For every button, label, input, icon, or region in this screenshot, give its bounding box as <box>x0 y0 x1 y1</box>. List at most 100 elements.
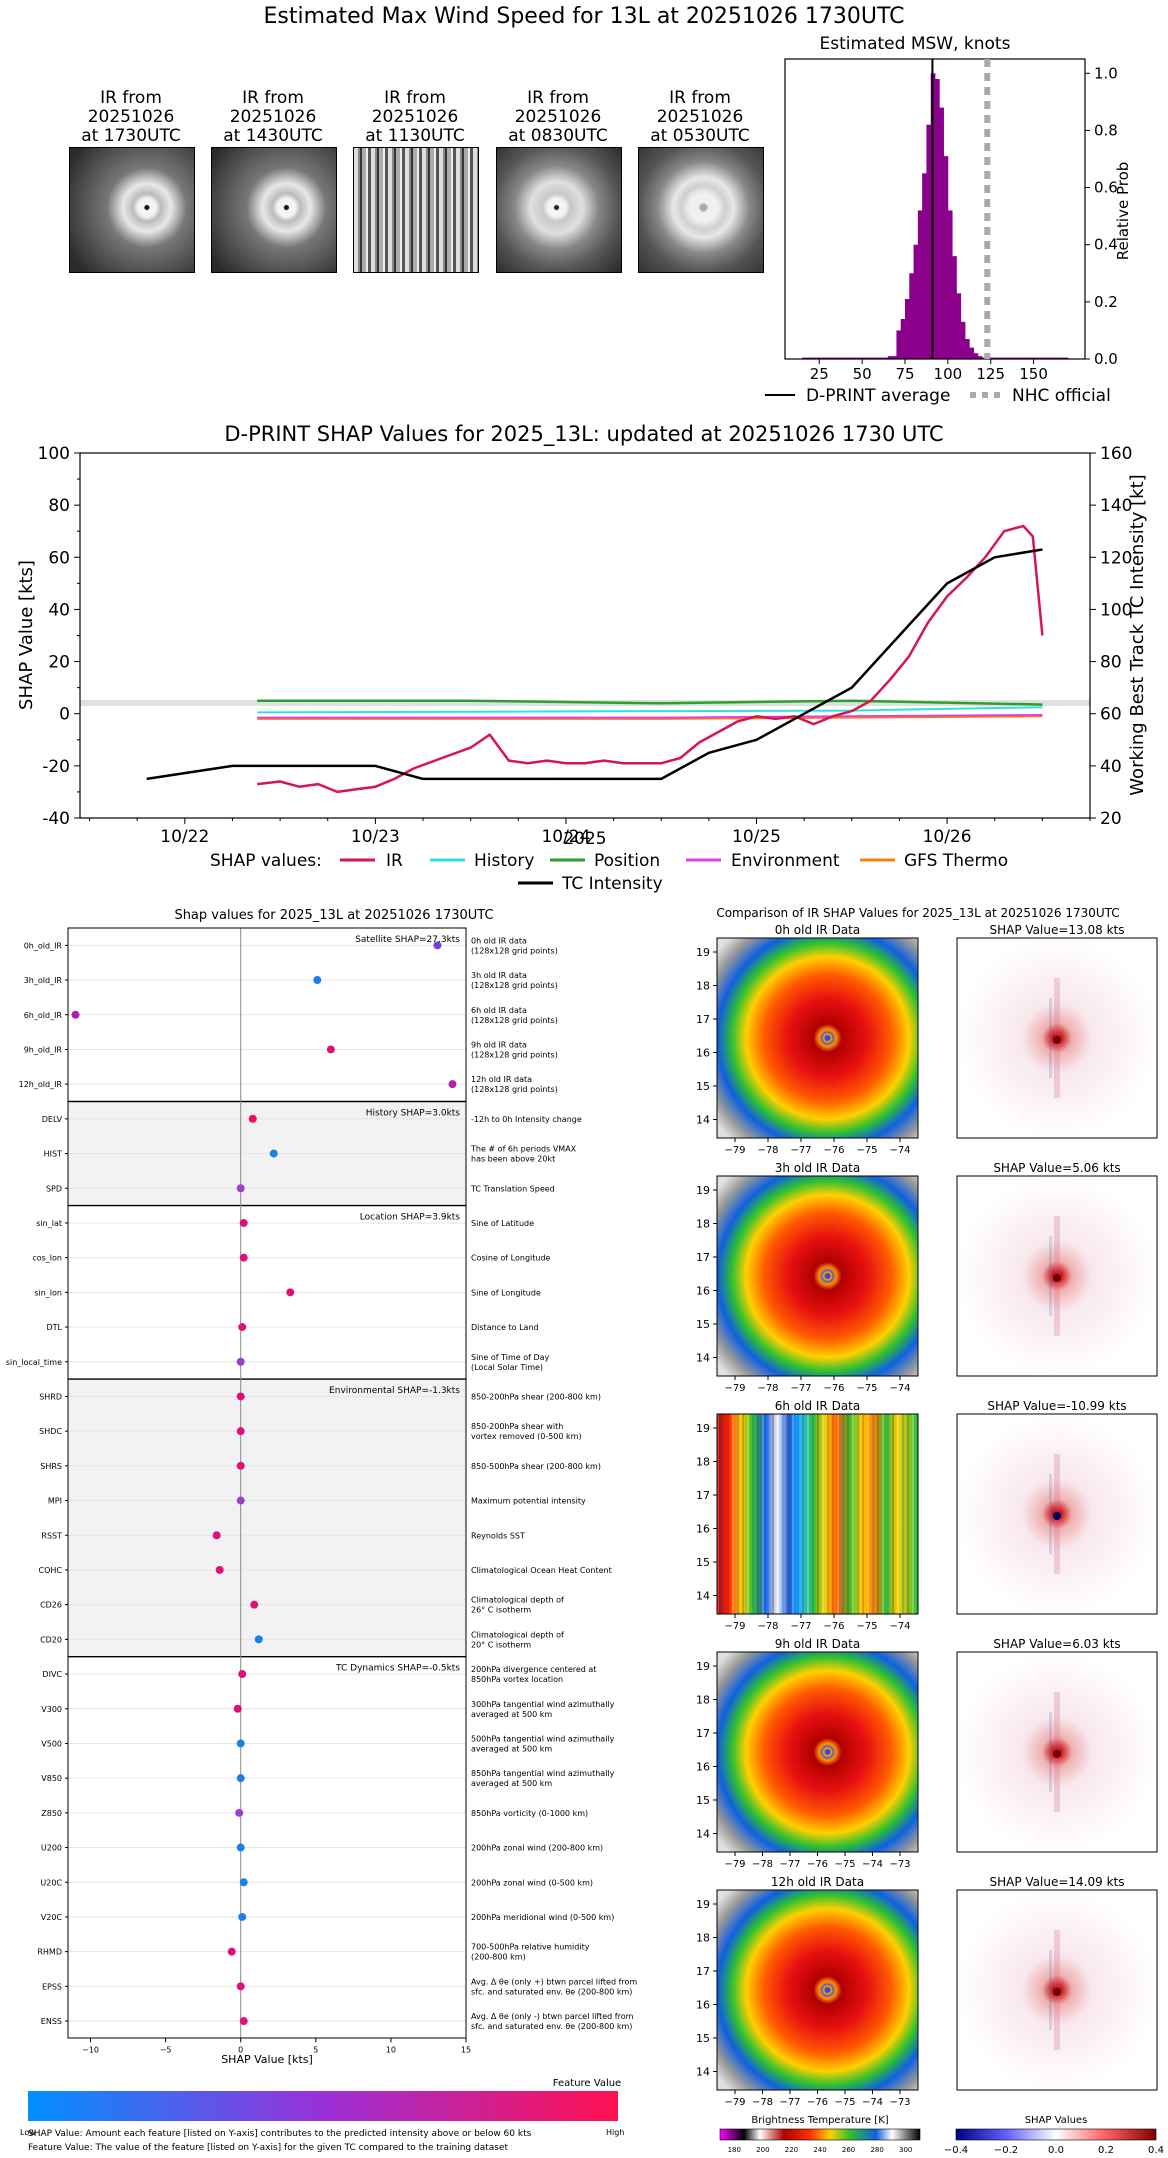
y2tick-label: 40 <box>1100 757 1122 777</box>
xtick-label: 10/23 <box>351 827 400 847</box>
timeseries-y2label: Working Best Track TC Intensity [kt] <box>1127 474 1148 795</box>
ir-xtick-label: −78 <box>752 1859 773 1870</box>
feature-label: COHC <box>39 1566 63 1575</box>
shap-center <box>1053 1512 1061 1520</box>
histogram-ylabel: Relative Prob <box>1114 162 1132 261</box>
feature-description: averaged at 500 km <box>471 1744 552 1753</box>
ir-panel-stripe <box>902 1414 904 1614</box>
ir-ytick-label: 14 <box>696 1828 710 1841</box>
histogram-bar <box>952 256 957 359</box>
feature-label: 9h_old_IR <box>24 1045 63 1054</box>
ir-thumb-image <box>69 147 195 273</box>
feature-label: U20C <box>40 1878 62 1887</box>
feature-label: Z850 <box>41 1809 62 1818</box>
histogram-bar <box>887 356 897 359</box>
ytick-label: -40 <box>42 809 70 829</box>
ir-panel-stripe <box>747 1414 749 1614</box>
ir-ytick-label: 17 <box>696 1965 710 1978</box>
ir-panel-stripe <box>807 1414 809 1614</box>
feature-label: MPI <box>48 1497 62 1506</box>
feature-label: DTL <box>46 1323 62 1332</box>
legend-title: SHAP values: <box>210 851 322 871</box>
group-label: TC Dynamics SHAP=-0.5kts <box>335 1664 460 1674</box>
histogram-ytick-label: 0.6 <box>1094 179 1118 197</box>
shap-streak <box>1049 1236 1052 1316</box>
ir-ytick-label: 19 <box>696 1184 710 1197</box>
feature-label: EPSS <box>42 1982 62 1991</box>
ir-xtick-label: −74 <box>862 2097 883 2108</box>
feature-shap-point <box>239 1253 248 1262</box>
y2tick-label: 120 <box>1100 548 1132 568</box>
histogram-bar <box>922 173 927 359</box>
feature-label: RSST <box>41 1531 62 1540</box>
histogram-bar <box>905 299 910 359</box>
ir-xtick-label: −78 <box>752 2097 773 2108</box>
comparison-title: Comparison of IR SHAP Values for 2025_13… <box>716 906 1119 920</box>
histogram-bar <box>802 357 812 359</box>
ir-panel-stripe <box>752 1414 754 1614</box>
bt-colorbar-tick: 180 <box>728 2146 741 2154</box>
ir-xtick-label: −74 <box>889 1383 910 1394</box>
histogram-bar <box>1007 357 1017 359</box>
ir-panel-stripe <box>852 1414 854 1614</box>
feature-description: 9h old IR data <box>471 1040 527 1049</box>
ir-xtick-label: −76 <box>807 2097 828 2108</box>
ir-xtick-label: −77 <box>790 1145 811 1156</box>
shap-center <box>1053 1036 1061 1044</box>
position-series <box>257 699 1043 706</box>
ir-panel-stripe <box>717 1414 719 1614</box>
feature-shap-point <box>215 1565 224 1574</box>
ytick-label: 60 <box>48 548 70 568</box>
histogram-xtick-label: 125 <box>976 365 1005 383</box>
feature-shap-point <box>236 1184 245 1193</box>
histogram-bar <box>1016 357 1026 359</box>
shap-panel-title: SHAP Value=14.09 kts <box>990 1875 1125 1889</box>
feature-description: 26° C isotherm <box>471 1606 531 1615</box>
feature-description: 0h old IR data <box>471 936 527 945</box>
shap-colorbar-tick: 0.0 <box>1048 2145 1064 2156</box>
ir-panel-stripe <box>792 1414 794 1614</box>
feature-description: (128x128 grid points) <box>471 1085 558 1094</box>
ir-panel-stripe <box>767 1414 769 1614</box>
feature-shap-point <box>236 1739 245 1748</box>
feature-shap-point <box>448 1080 457 1089</box>
ir-panel-stripe <box>787 1414 789 1614</box>
ir-panel-stripe <box>757 1414 759 1614</box>
ir-panel-stripe <box>892 1414 894 1614</box>
y2tick-label: 80 <box>1100 653 1122 673</box>
feature-shap-point <box>227 1947 236 1956</box>
feature-label: SHDC <box>39 1427 62 1436</box>
ir-ytick-label: 14 <box>696 1114 710 1127</box>
feature-shap-point <box>286 1288 295 1297</box>
ir-xtick-label: −78 <box>757 1621 778 1632</box>
ir-panel-title: 3h old IR Data <box>775 1161 861 1175</box>
ir-panel-stripe <box>797 1414 799 1614</box>
group-label: Satellite SHAP=27.3kts <box>355 935 460 945</box>
bt-colorbar-tick: 280 <box>870 2146 883 2154</box>
bt-colorbar <box>719 2128 921 2141</box>
ir-panel-stripe <box>862 1414 864 1614</box>
legend-dprint-label: D-PRINT average <box>806 386 950 406</box>
ir-panel-stripe <box>837 1414 839 1614</box>
ir-thumb-image <box>353 147 479 273</box>
feature-label: V300 <box>41 1705 62 1714</box>
legend-nhc-label: NHC official <box>1012 386 1111 406</box>
ir-xtick-label: −77 <box>779 2097 800 2108</box>
y2tick-label: 100 <box>1100 600 1132 620</box>
ir-xtick-label: −76 <box>807 1859 828 1870</box>
ir-xtick-label: −75 <box>856 1145 877 1156</box>
feature-description: 850hPa tangential wind azimuthally <box>471 1769 615 1778</box>
shap-colorbar-tick: −0.4 <box>944 2145 968 2156</box>
shap-panel-frame <box>956 1889 1158 2091</box>
ir-ytick-label: 18 <box>696 1932 710 1945</box>
ir-xtick-label: −77 <box>779 1859 800 1870</box>
feature-description: 850hPa vorticity (0-1000 km) <box>471 1809 588 1818</box>
bt-colorbar-tick: 260 <box>842 2146 855 2154</box>
ir-panel-stripe <box>777 1414 779 1614</box>
ir-panel-stripe <box>732 1414 734 1614</box>
ir-panel-frame <box>716 1175 919 1377</box>
feature-label: V20C <box>41 1913 63 1922</box>
feature-description: averaged at 500 km <box>471 1710 552 1719</box>
ir-thumb-label: IR from 20251026 at 0530UTC <box>650 88 750 146</box>
histogram-bar <box>1050 357 1060 359</box>
